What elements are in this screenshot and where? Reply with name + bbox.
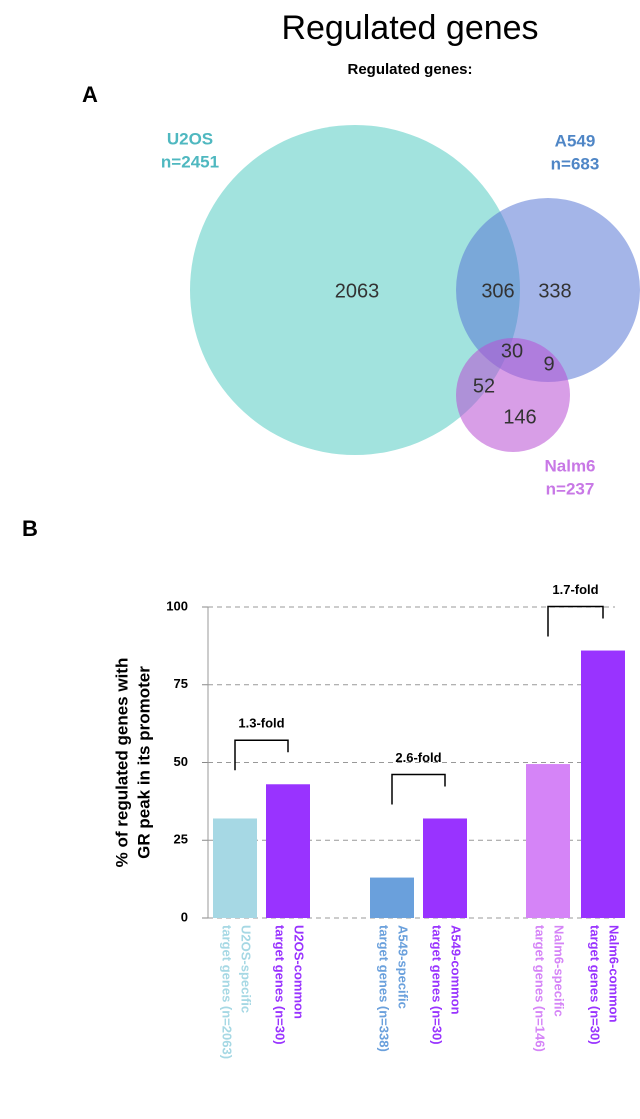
x-tick-label: target genes (n=30) <box>430 925 445 1045</box>
venn-set <box>456 198 640 382</box>
fold-bracket <box>234 739 289 771</box>
y-tick-label: 25 <box>174 832 188 847</box>
bar <box>213 818 257 918</box>
fold-annotation: 2.6-fold <box>395 750 441 765</box>
figure-title: Regulated genes <box>281 9 538 47</box>
y-tick-label: 75 <box>174 676 188 691</box>
set-name: Nalm6 <box>544 456 595 475</box>
y-axis-label: % of regulated genes with <box>112 658 131 868</box>
bar <box>370 877 414 918</box>
x-tick-label: target genes (n=30) <box>588 925 603 1045</box>
fold-bracket <box>391 773 446 805</box>
x-tick-label: target genes (n=30) <box>273 925 288 1045</box>
x-tick-label: U2OS-specific <box>239 925 254 1013</box>
region-count: 2063 <box>335 280 380 302</box>
panel-label: B <box>22 516 38 541</box>
fold-bracket <box>547 605 604 637</box>
x-tick-label: A549-specific <box>396 925 411 1009</box>
set-size: n=237 <box>546 479 595 498</box>
set-name: A549 <box>555 131 596 150</box>
bar <box>266 784 310 918</box>
x-tick-label: U2OS-common <box>292 925 307 1019</box>
fold-annotation: 1.3-fold <box>238 716 284 731</box>
y-axis-label: GR peak in its promoter <box>134 666 153 859</box>
y-tick-label: 50 <box>174 754 188 769</box>
venn-set <box>190 125 520 455</box>
region-count: 9 <box>543 353 554 375</box>
bar <box>581 650 625 918</box>
x-tick-label: target genes (n=2063) <box>220 925 235 1059</box>
x-tick-label: Nalm6-common <box>607 925 622 1023</box>
set-name: U2OS <box>167 129 213 148</box>
venn-subtitle: Regulated genes: <box>347 61 472 78</box>
region-count: 306 <box>481 280 514 302</box>
region-count: 338 <box>538 280 571 302</box>
x-tick-label: Nalm6-specific <box>552 925 567 1017</box>
bar <box>423 818 467 918</box>
x-tick-label: A549-common <box>449 925 464 1015</box>
y-tick-label: 0 <box>181 909 188 924</box>
x-tick-label: target genes (n=146) <box>533 925 548 1052</box>
x-tick-label: target genes (n=338) <box>377 925 392 1052</box>
fold-annotation: 1.7-fold <box>552 582 598 597</box>
set-size: n=683 <box>551 154 600 173</box>
panel-label: A <box>82 82 98 107</box>
venn-set <box>456 338 570 452</box>
region-count: 52 <box>473 375 495 397</box>
region-count: 146 <box>503 406 536 428</box>
region-count: 30 <box>501 340 523 362</box>
set-size: n=2451 <box>161 152 219 171</box>
y-tick-label: 100 <box>166 598 188 613</box>
bar <box>526 764 570 918</box>
